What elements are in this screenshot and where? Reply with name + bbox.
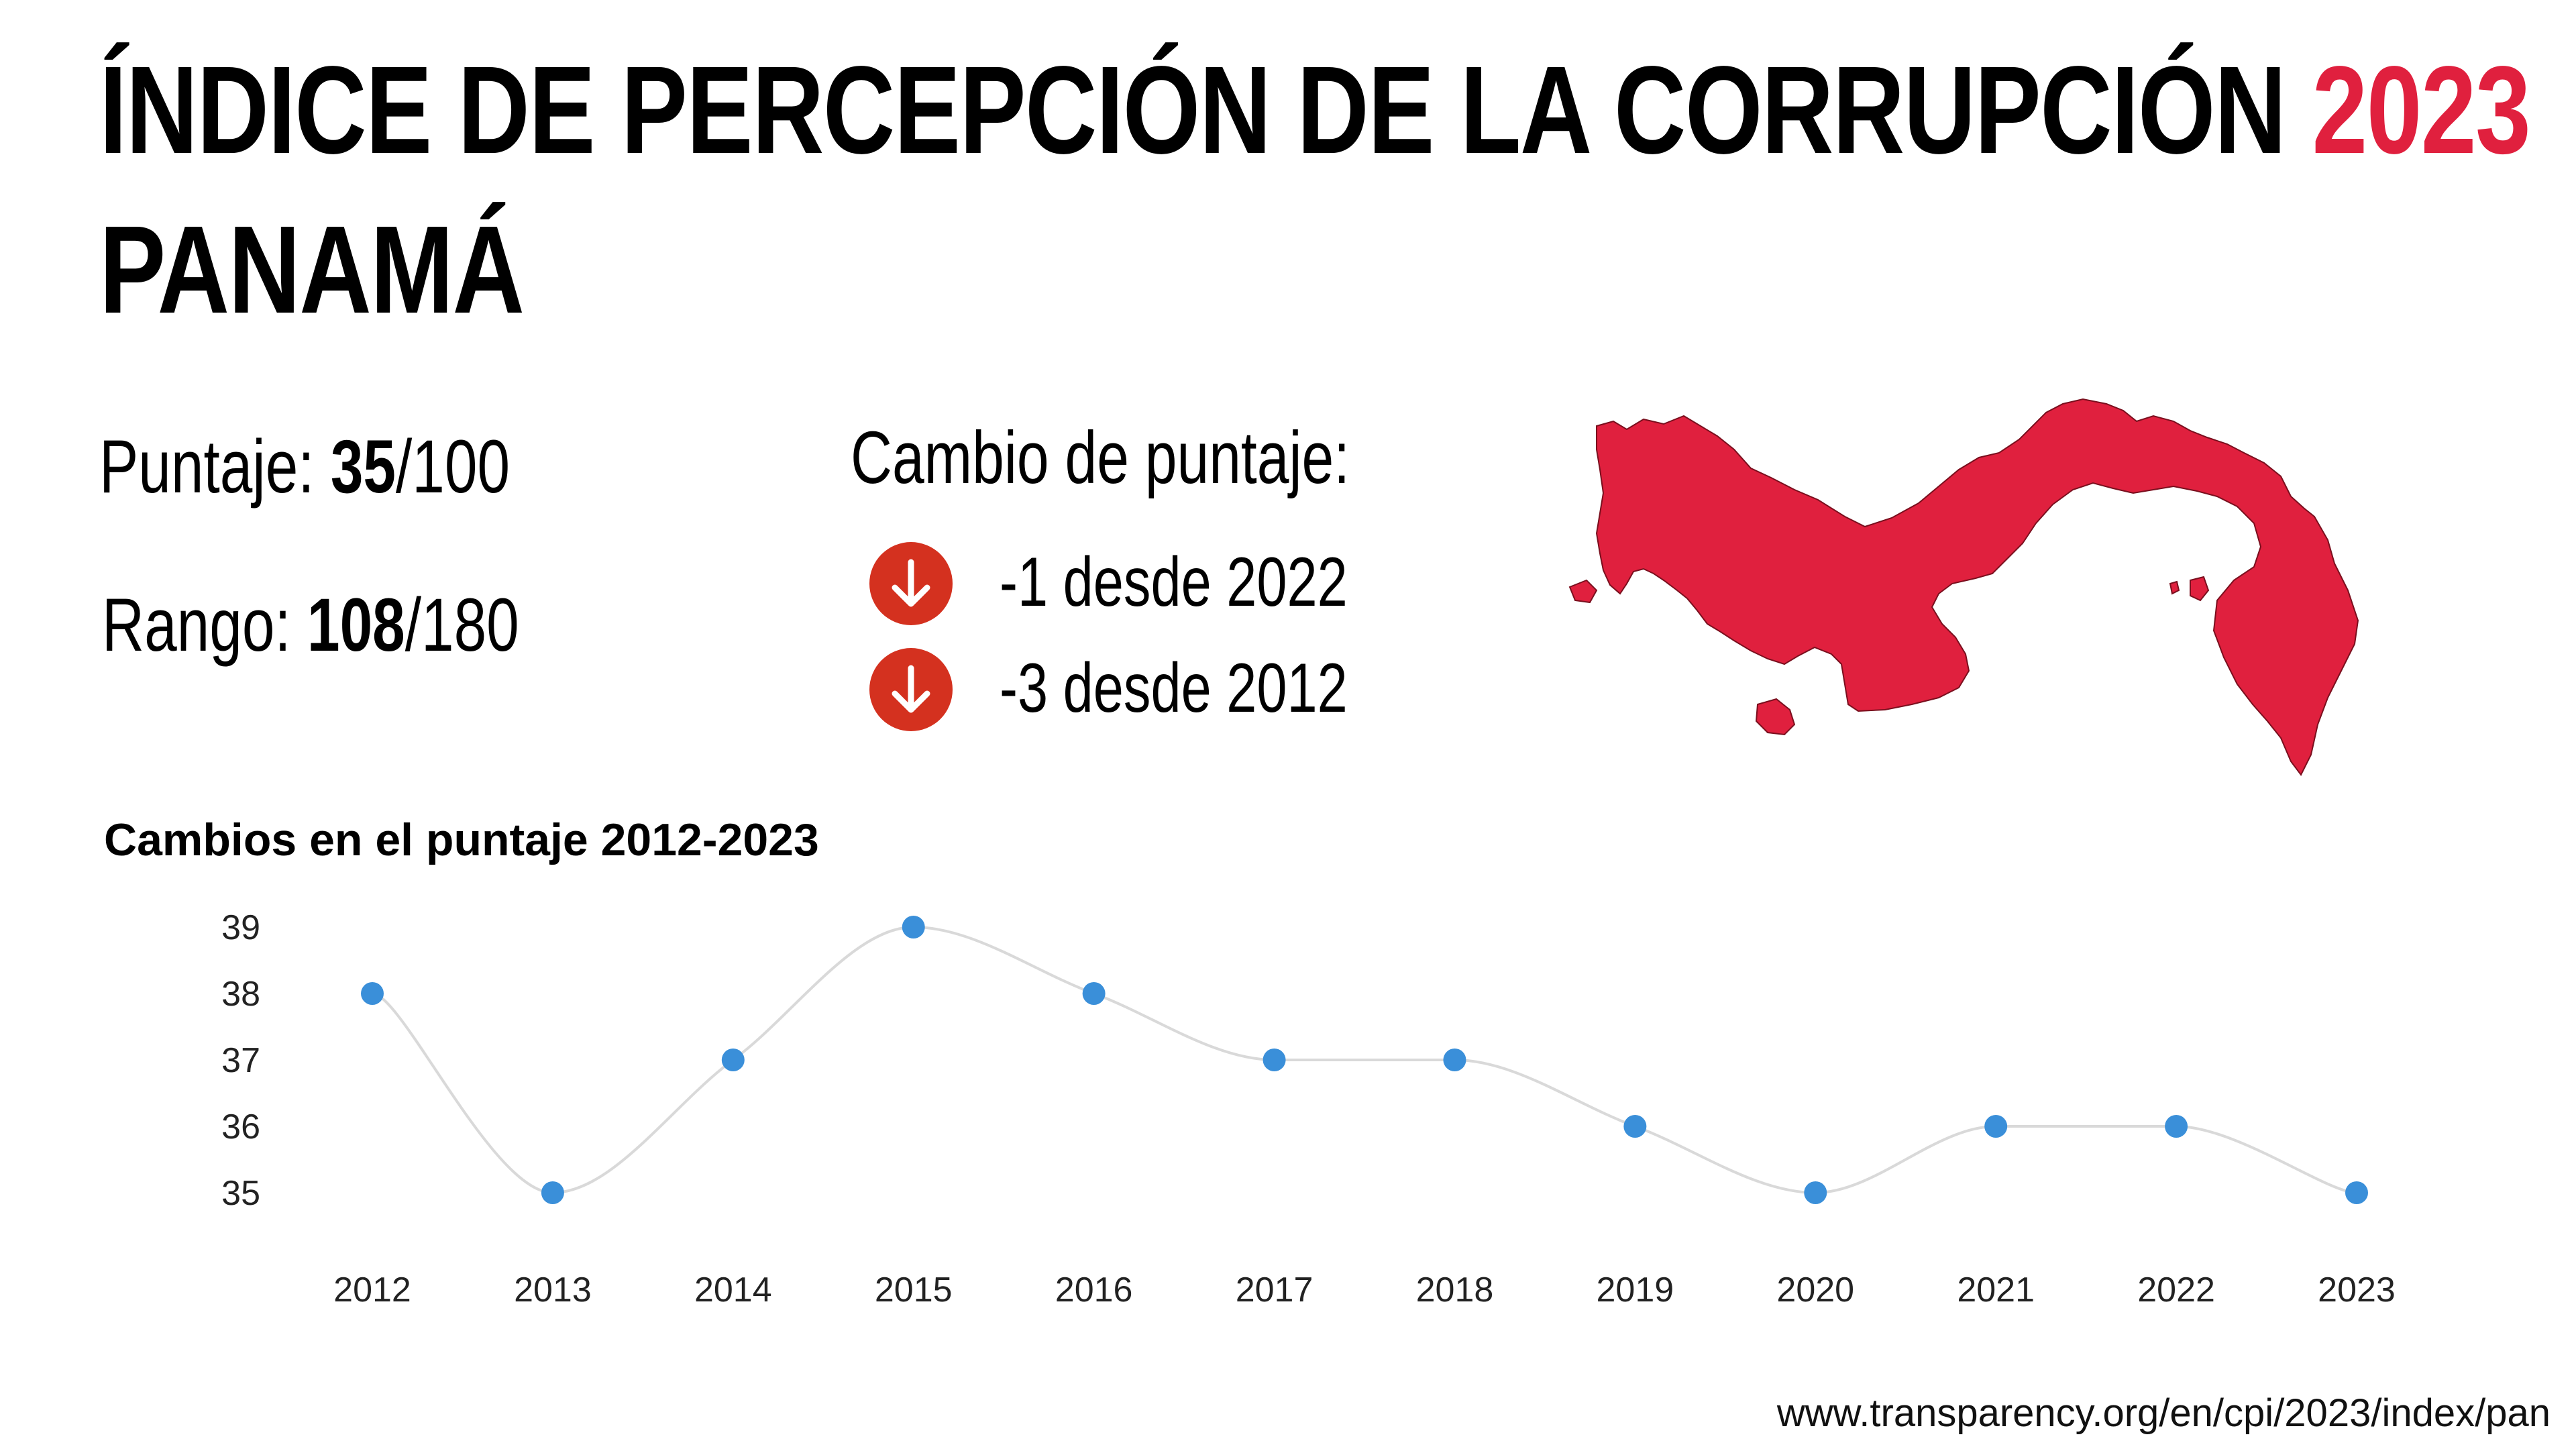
y-tick-label: 36 xyxy=(221,1108,260,1146)
panama-map xyxy=(1568,398,2359,776)
rank-stat: Rango: 108/180 xyxy=(102,588,519,663)
rank-total: /180 xyxy=(405,583,519,667)
data-point xyxy=(1804,1181,1827,1204)
arrow-down-icon xyxy=(869,542,953,625)
x-tick-label: 2020 xyxy=(1776,1271,1854,1309)
data-point xyxy=(361,982,384,1005)
x-tick-label: 2019 xyxy=(1597,1271,1674,1309)
data-point xyxy=(1623,1115,1647,1138)
panama-island xyxy=(1568,579,1598,604)
country-title: PANAMÁ xyxy=(99,201,525,339)
x-tick-label: 2014 xyxy=(694,1271,772,1309)
data-point xyxy=(541,1181,564,1204)
x-tick-label: 2016 xyxy=(1055,1271,1133,1309)
x-axis-ticks: 2012 2013 2014 2015 2016 2017 2018 2019 2020 2021… xyxy=(333,1271,2396,1309)
y-tick-label: 35 xyxy=(221,1174,260,1213)
panama-island xyxy=(1755,698,1796,736)
series-line xyxy=(372,925,2357,1195)
score-label: Puntaje: xyxy=(99,425,315,508)
score-total: /100 xyxy=(396,425,511,508)
rank-label: Rango: xyxy=(102,583,291,667)
x-tick-label: 2018 xyxy=(1416,1271,1494,1309)
data-point xyxy=(1082,982,1106,1005)
arrow-down-icon xyxy=(869,648,953,731)
panama-mainland xyxy=(1595,398,2359,776)
y-tick-label: 39 xyxy=(221,908,260,947)
title-year: 2023 xyxy=(2312,41,2531,180)
x-tick-label: 2012 xyxy=(333,1271,411,1309)
y-tick-label: 38 xyxy=(221,975,260,1014)
data-point xyxy=(1984,1115,2008,1138)
data-point xyxy=(1263,1049,1286,1071)
x-tick-label: 2022 xyxy=(2137,1271,2215,1309)
x-tick-label: 2013 xyxy=(514,1271,592,1309)
panama-island xyxy=(2190,576,2210,602)
page-title: ÍNDICE DE PERCEPCIÓN DE LA CORRUPCIÓN 20… xyxy=(99,48,2531,173)
source-url: www.transparency.org/en/cpi/2023/index/p… xyxy=(1776,1391,2551,1435)
score-change-heading: Cambio de puntaje: xyxy=(851,417,1350,499)
x-tick-label: 2021 xyxy=(1957,1271,2035,1309)
x-tick-label: 2023 xyxy=(2318,1271,2396,1309)
score-change-text: -1 desde 2022 xyxy=(1000,543,1348,621)
data-point xyxy=(2165,1115,2188,1138)
y-axis-ticks: 39 38 37 36 35 xyxy=(221,908,260,1213)
chart-title: Cambios en el puntaje 2012-2023 xyxy=(104,814,819,865)
panama-island xyxy=(2169,580,2180,595)
title-main: ÍNDICE DE PERCEPCIÓN DE LA CORRUPCIÓN xyxy=(99,41,2286,180)
x-tick-label: 2015 xyxy=(875,1271,953,1309)
score-change-text: -3 desde 2012 xyxy=(1000,649,1348,727)
data-points xyxy=(361,916,2368,1204)
y-tick-label: 37 xyxy=(221,1041,260,1080)
data-point xyxy=(2345,1181,2368,1204)
data-point xyxy=(902,916,925,938)
rank-value: 108 xyxy=(307,583,405,667)
score-value: 35 xyxy=(330,425,396,508)
x-tick-label: 2017 xyxy=(1236,1271,1313,1309)
score-stat: Puntaje: 35/100 xyxy=(99,429,510,504)
data-point xyxy=(1443,1049,1466,1071)
data-point xyxy=(721,1049,745,1071)
